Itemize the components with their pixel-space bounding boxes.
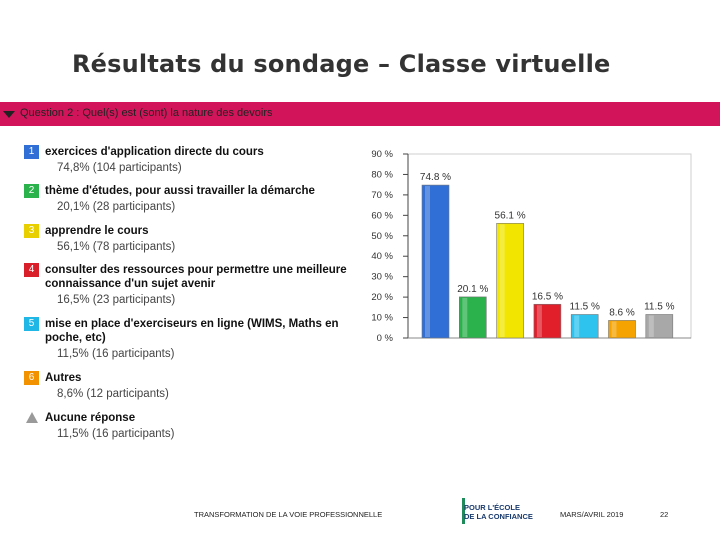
option-number-badge: 2	[24, 184, 39, 198]
bar-group: 56.1 %	[495, 210, 526, 339]
bar-group: 74.8 %	[420, 172, 451, 339]
bar-highlight	[574, 315, 580, 337]
logo-line-2: DE LA CONFIANCE	[464, 512, 533, 521]
option-label: exercices d'application directe du cours	[45, 146, 264, 158]
bar	[421, 184, 450, 339]
footer-title: TRANSFORMATION DE LA VOIE PROFESSIONNELL…	[194, 510, 383, 519]
no-answer-triangle-icon	[26, 412, 38, 423]
bar	[459, 296, 487, 339]
y-tick-label: 20 %	[371, 292, 393, 303]
question-header[interactable]: Question 2 : Quel(s) est (sont) la natur…	[0, 102, 720, 126]
data-label: 16.5 %	[532, 291, 563, 302]
bar-group: 11.5 %	[570, 301, 600, 339]
option-label: Aucune réponse	[45, 412, 136, 424]
option-stat: 11,5% (16 participants)	[57, 428, 175, 440]
bar-group: 20.1 %	[457, 284, 488, 339]
y-tick-label: 90 %	[371, 149, 393, 160]
bar-highlight	[425, 186, 430, 337]
bar-highlight	[499, 224, 505, 337]
list-item: Aucune réponse 11,5% (16 participants)	[24, 411, 354, 443]
y-tick-label: 50 %	[371, 231, 393, 242]
logo-line-1: POUR L'ÉCOLE	[464, 503, 520, 512]
bar-highlight	[611, 321, 617, 337]
option-label: mise en place d'exerciseurs en ligne (WI…	[45, 318, 339, 344]
bar-highlight	[648, 315, 654, 337]
option-number-badge: 3	[24, 224, 39, 238]
bar-group: 11.5 %	[644, 301, 675, 339]
option-number-badge: 6	[24, 371, 39, 385]
option-stat: 11,5% (16 participants)	[57, 348, 175, 360]
bar-group: 16.5 %	[532, 291, 563, 339]
y-tick-label: 10 %	[371, 313, 393, 324]
bar	[645, 314, 674, 339]
list-item: 6 Autres 8,6% (12 participants)	[24, 371, 354, 403]
data-label: 20.1 %	[457, 284, 488, 295]
data-label: 56.1 %	[495, 210, 526, 221]
bar-highlight	[536, 305, 542, 337]
data-label: 74.8 %	[420, 172, 451, 183]
y-tick-label: 30 %	[371, 272, 393, 283]
y-tick-label: 40 %	[371, 251, 393, 262]
option-label: consulter des ressources pour permettre …	[45, 264, 347, 290]
bar-group: 8.6 %	[608, 307, 636, 339]
y-tick-label: 0 %	[377, 333, 394, 344]
option-label: Autres	[45, 372, 82, 384]
bar-highlight	[462, 297, 468, 337]
data-label: 11.5 %	[570, 301, 600, 312]
logo-bar	[462, 498, 465, 524]
page-number: 22	[660, 510, 669, 519]
footer-date: MARS/AVRIL 2019	[560, 510, 624, 519]
list-item: 3 apprendre le cours 56,1% (78 participa…	[24, 224, 354, 256]
list-item: 5 mise en place d'exerciseurs en ligne (…	[24, 317, 354, 363]
y-tick-label: 60 %	[371, 210, 393, 221]
list-item: 4 consulter des ressources pour permettr…	[24, 263, 354, 309]
collapse-triangle-icon[interactable]	[3, 111, 15, 118]
y-tick-label: 80 %	[371, 169, 393, 180]
option-label: thème d'études, pour aussi travailler la…	[45, 185, 315, 197]
option-number-badge: 1	[24, 145, 39, 159]
option-number-badge: 5	[24, 317, 39, 331]
option-stat: 16,5% (23 participants)	[57, 294, 176, 306]
bar	[496, 223, 524, 339]
logo: POUR L'ÉCOLE DE LA CONFIANCE	[462, 496, 552, 526]
option-stat: 20,1% (28 participants)	[57, 201, 176, 213]
slide-title: Résultats du sondage – Classe virtuelle	[72, 50, 611, 78]
results-bar-chart: 0 % 10 % 20 % 30 % 40 % 50 % 60 % 70 % 80 % 90 % 7…	[371, 149, 692, 344]
data-label: 11.5 %	[644, 301, 674, 312]
option-number-badge: 4	[24, 263, 39, 277]
list-item: 2 thème d'études, pour aussi travailler …	[24, 184, 354, 216]
bar	[570, 314, 599, 339]
option-stat: 8,6% (12 participants)	[57, 388, 169, 400]
y-tick-label: 70 %	[371, 190, 393, 201]
option-stat: 74,8% (104 participants)	[57, 162, 182, 174]
data-label: 8.6 %	[609, 307, 635, 318]
question-text: Question 2 : Quel(s) est (sont) la natur…	[20, 107, 273, 119]
option-label: apprendre le cours	[45, 225, 149, 237]
option-stat: 56,1% (78 participants)	[57, 241, 176, 253]
bar	[608, 320, 636, 339]
bar	[533, 303, 562, 339]
list-item: 1 exercices d'application directe du cou…	[24, 145, 354, 177]
